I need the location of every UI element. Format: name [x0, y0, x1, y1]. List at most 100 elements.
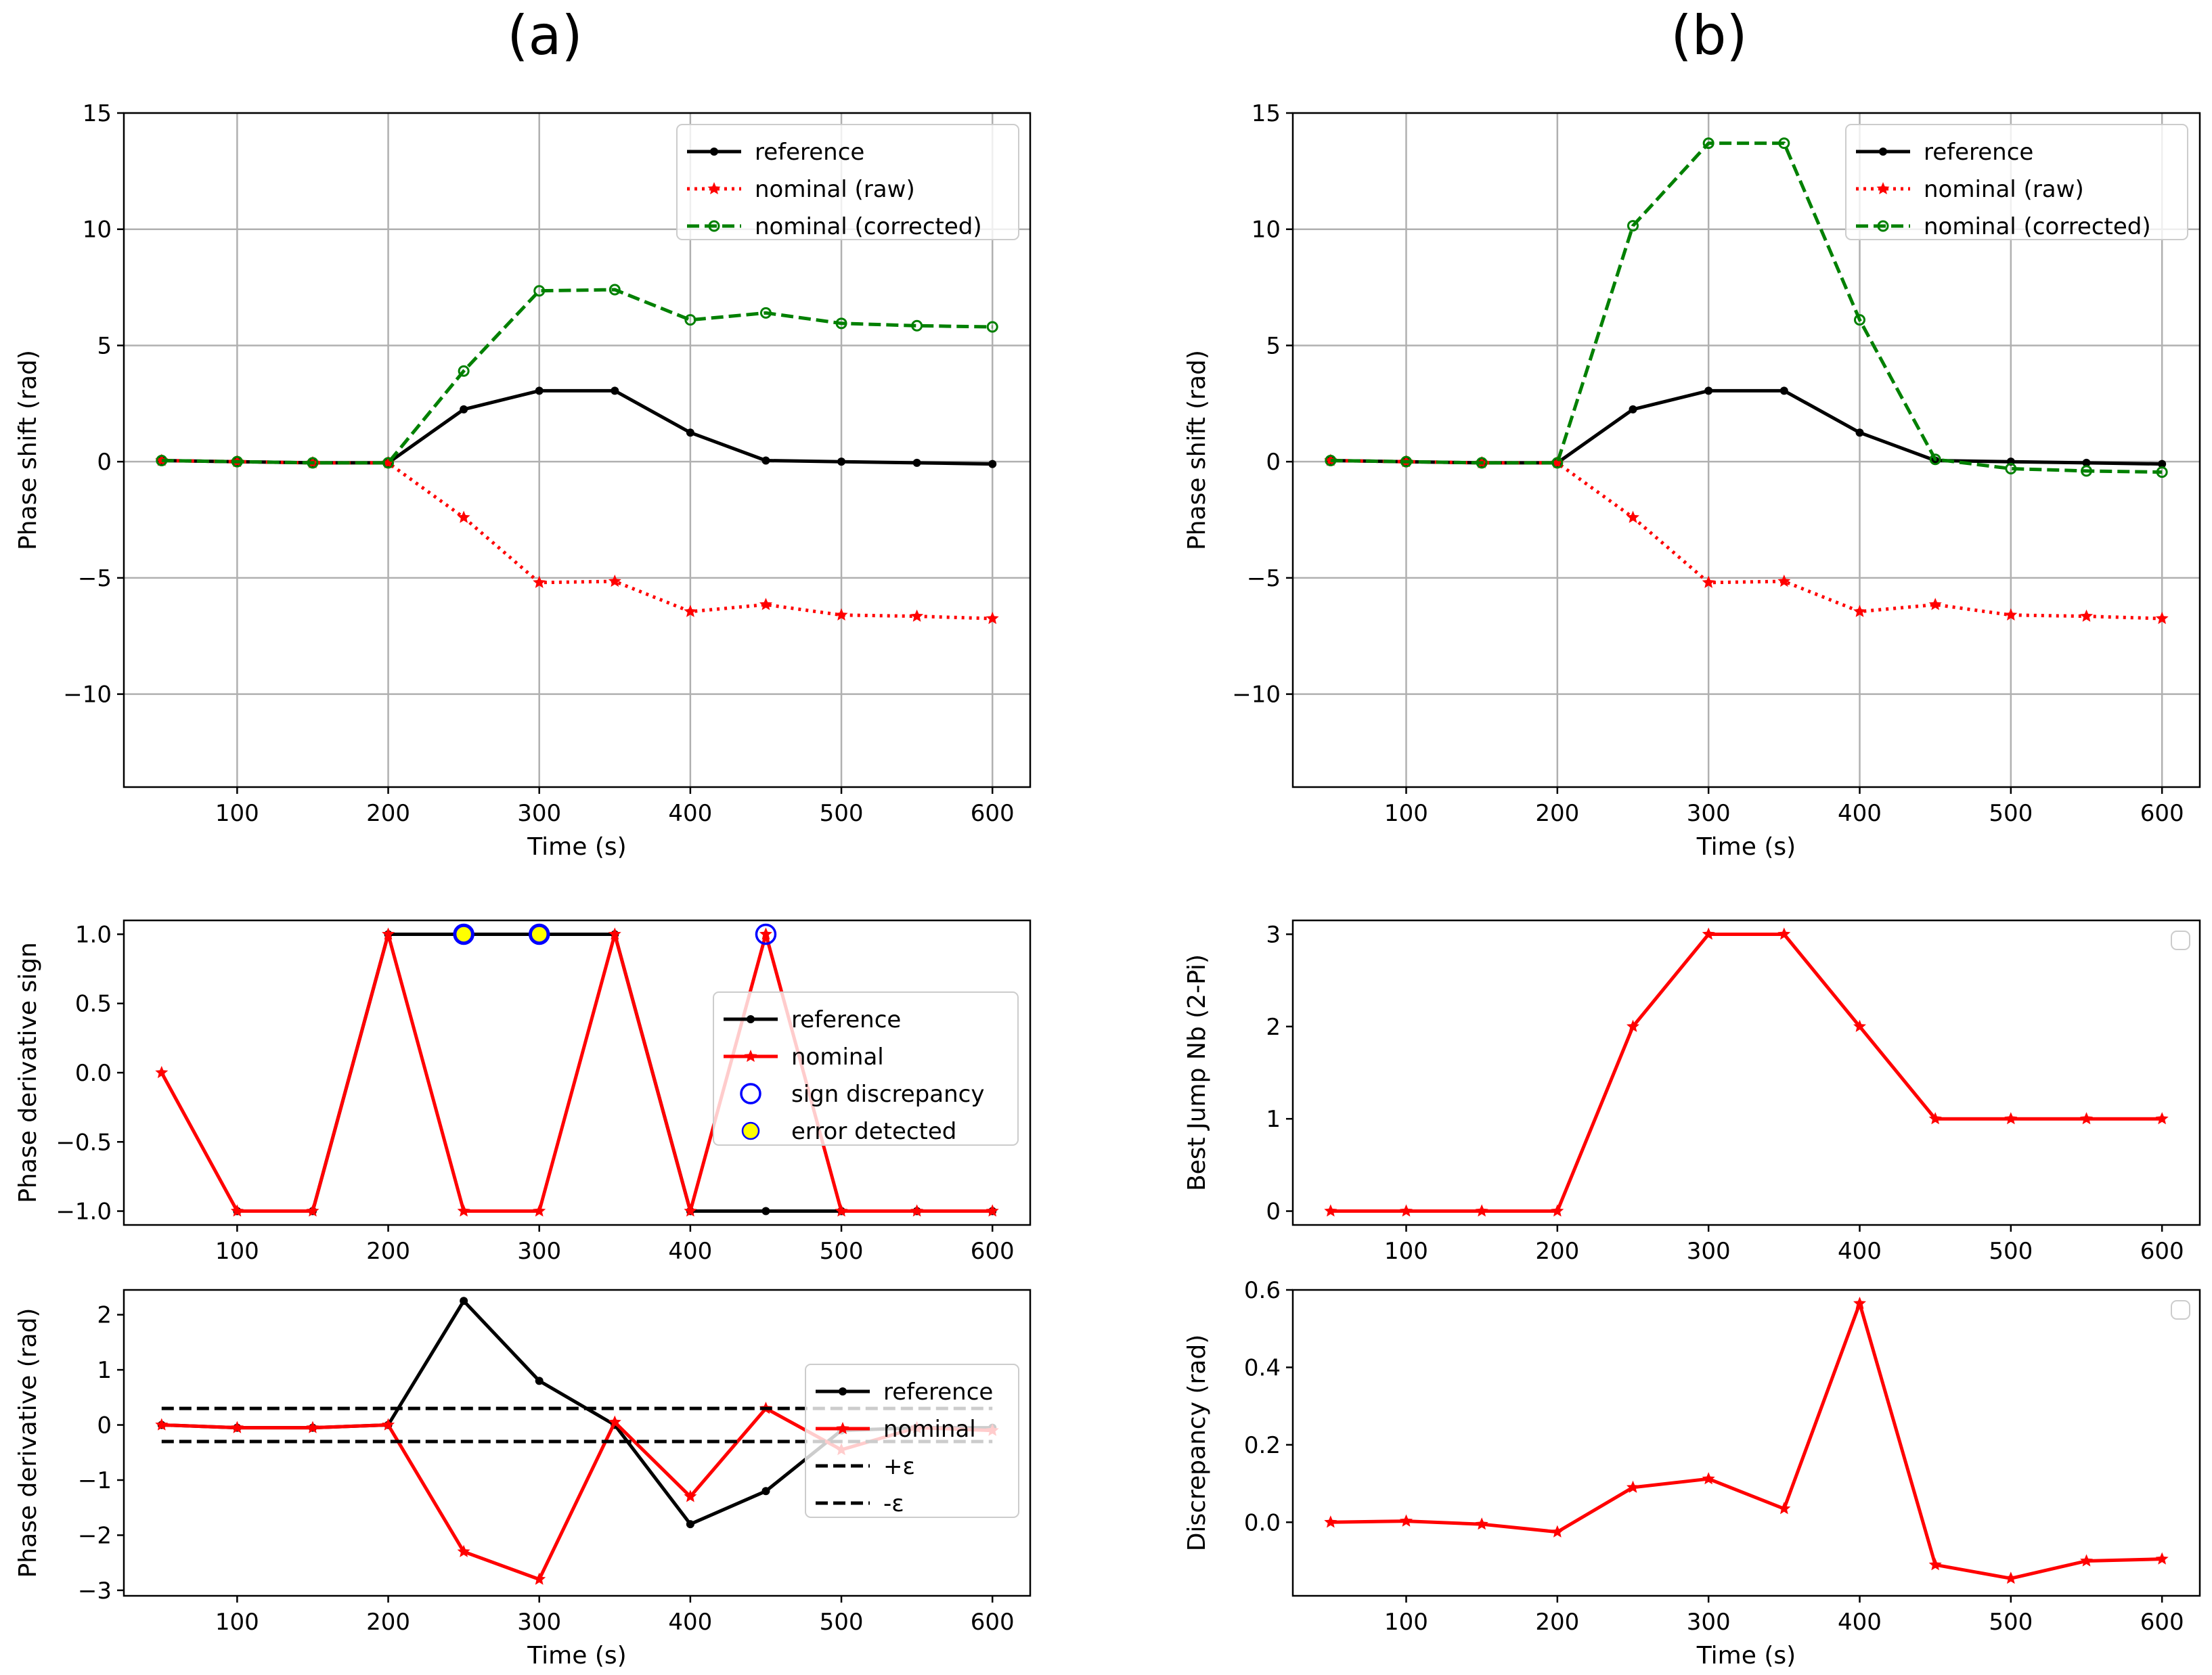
plot-area [1324, 1297, 2169, 1584]
legend-label: nominal (raw) [1924, 176, 2084, 203]
data-point [458, 365, 470, 377]
axes-frame [123, 1289, 1032, 1597]
data-point [1551, 457, 1564, 469]
panel-label-a: (a) [507, 4, 582, 67]
x-tick-label: 100 [215, 1609, 259, 1636]
x-tick-label: 500 [1989, 800, 2033, 827]
data-point [1475, 1204, 1488, 1217]
x-axis-label: Time (s) [527, 833, 626, 861]
data-point [457, 1544, 470, 1557]
chart-b-best-jump: 100 200 300 400 500 600 0 1 2 3 Best Jump Nb (2-Pi… [1183, 919, 2201, 1265]
data-point [1704, 386, 1713, 395]
data-point [382, 1418, 395, 1431]
data-point [1853, 1297, 1866, 1310]
data-point [1855, 428, 1864, 437]
y-tick-label: 0.0 [75, 1060, 112, 1087]
x-tick-label: 600 [971, 1609, 1015, 1636]
data-point [533, 1572, 546, 1585]
data-point [1778, 137, 1790, 150]
data-point [155, 1418, 169, 1431]
y-tick-label: −1 [78, 1467, 112, 1494]
y-tick-label: 0.2 [1244, 1432, 1281, 1459]
data-point [837, 457, 846, 466]
x-tick-label: 300 [517, 1609, 561, 1636]
x-tick-label: 200 [366, 1609, 410, 1636]
data-point [533, 1204, 546, 1217]
x-tick-label: 300 [517, 1238, 561, 1265]
legend-marker [1879, 148, 1887, 156]
legend-label: sign discrepancy [791, 1081, 984, 1108]
data-point [1702, 1472, 1715, 1485]
legend-marker [839, 1387, 847, 1395]
y-tick-label: 2 [1266, 1014, 1281, 1041]
y-tick-label: −5 [78, 565, 112, 592]
data-point [1476, 457, 1488, 469]
legend-box [713, 991, 1019, 1146]
data-point [2004, 1112, 2018, 1125]
scatter-point [453, 923, 474, 945]
legend [2171, 931, 2190, 950]
y-tick-label: 0 [97, 449, 112, 476]
data-point [910, 1204, 924, 1217]
y-axis-label: Phase derivative (rad) [14, 1308, 42, 1578]
scatter-point [755, 923, 777, 945]
x-tick-label: 300 [1687, 1609, 1731, 1636]
x-tick-label: 400 [1838, 1238, 1882, 1265]
legend-box [805, 1364, 1019, 1518]
y-tick-label: 15 [1252, 100, 1281, 127]
x-tick-label: 300 [1687, 800, 1731, 827]
x-tick-label: 300 [1687, 1238, 1731, 1265]
y-axis-label: Phase derivative sign [14, 942, 42, 1203]
data-point [1928, 1558, 1942, 1571]
x-tick-label: 600 [2140, 800, 2184, 827]
plot-area [155, 927, 999, 1217]
data-point [1702, 137, 1715, 150]
legend-label: error detected [791, 1118, 956, 1145]
data-point [686, 428, 694, 437]
data-point [835, 317, 847, 330]
data-point [2005, 462, 2017, 474]
chart-b-phase-shift: 100 200 300 400 500 600 −10 −5 0 5 10 15 Time (s) Pha… [1183, 100, 2201, 861]
data-point [2156, 466, 2168, 478]
x-tick-label: 400 [668, 1609, 712, 1636]
plot-area [1324, 137, 2169, 625]
chart-a-phase-shift: 100 200 300 400 500 600 −10 −5 0 5 10 15 Time (s) Pha… [14, 100, 1032, 861]
legend: reference nominal sign discrepancy error de… [713, 991, 1019, 1146]
data-point [684, 314, 696, 326]
scatter-point [454, 925, 473, 943]
legend-marker [710, 148, 718, 156]
data-point [230, 1421, 244, 1433]
plot-area [1324, 927, 2169, 1217]
series-line-0 [1330, 1301, 2163, 1580]
data-point [1853, 1019, 1866, 1032]
data-point [608, 927, 621, 940]
y-tick-label: 0.4 [1244, 1354, 1281, 1381]
legend-label: nominal (corrected) [755, 213, 982, 240]
y-tick-label: 10 [83, 217, 112, 244]
legend-label: reference [1924, 139, 2033, 166]
legend-box [676, 124, 1019, 240]
legend-label: nominal [791, 1044, 884, 1071]
y-tick-label: 5 [1266, 332, 1281, 359]
data-point [306, 1421, 319, 1433]
data-point [1627, 510, 1639, 523]
data-point [986, 321, 998, 333]
data-point [460, 1297, 468, 1305]
legend-label: +ε [883, 1453, 915, 1480]
legend-marker [708, 220, 720, 232]
y-tick-label: 1 [1266, 1106, 1281, 1133]
scatter-point [528, 923, 550, 945]
data-point [457, 510, 470, 523]
data-point [761, 1207, 770, 1215]
plot-area [155, 284, 999, 625]
y-tick-label: 0 [1266, 1199, 1281, 1226]
data-point [1627, 1480, 1639, 1493]
x-axis-label: Time (s) [1696, 833, 1796, 861]
legend: reference nominal (raw) nominal (corrected… [676, 124, 1019, 240]
y-tick-label: −3 [78, 1578, 112, 1605]
data-point [1400, 1204, 1413, 1217]
axes-frame [1291, 919, 2201, 1226]
series-line-2 [161, 288, 993, 465]
data-point [1702, 575, 1715, 588]
